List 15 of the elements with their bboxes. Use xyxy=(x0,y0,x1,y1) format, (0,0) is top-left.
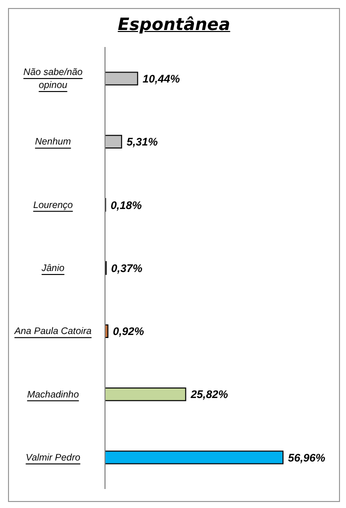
data-label: 25,82% xyxy=(190,389,228,402)
data-label: 0,92% xyxy=(112,326,144,338)
chart-title: Espontânea xyxy=(116,15,232,35)
y-tick-label: Não sabe/não opinou xyxy=(23,66,83,91)
y-tick-label: Valmir Pedro xyxy=(26,452,80,463)
y-tick-label: Jânio xyxy=(40,262,64,274)
data-label: 56,96% xyxy=(288,452,326,464)
y-tick-label: Machadinho xyxy=(27,388,79,400)
data-label: 0,18% xyxy=(110,200,142,212)
y-tick-label: Ana Paula Catoira xyxy=(13,326,92,337)
data-label: 5,31% xyxy=(126,136,158,149)
data-label: 10,44% xyxy=(142,73,180,86)
y-tick-label: Nenhum xyxy=(35,136,72,148)
y-tick-label: Lourenço xyxy=(33,199,73,210)
data-label: 0,37% xyxy=(111,262,143,275)
